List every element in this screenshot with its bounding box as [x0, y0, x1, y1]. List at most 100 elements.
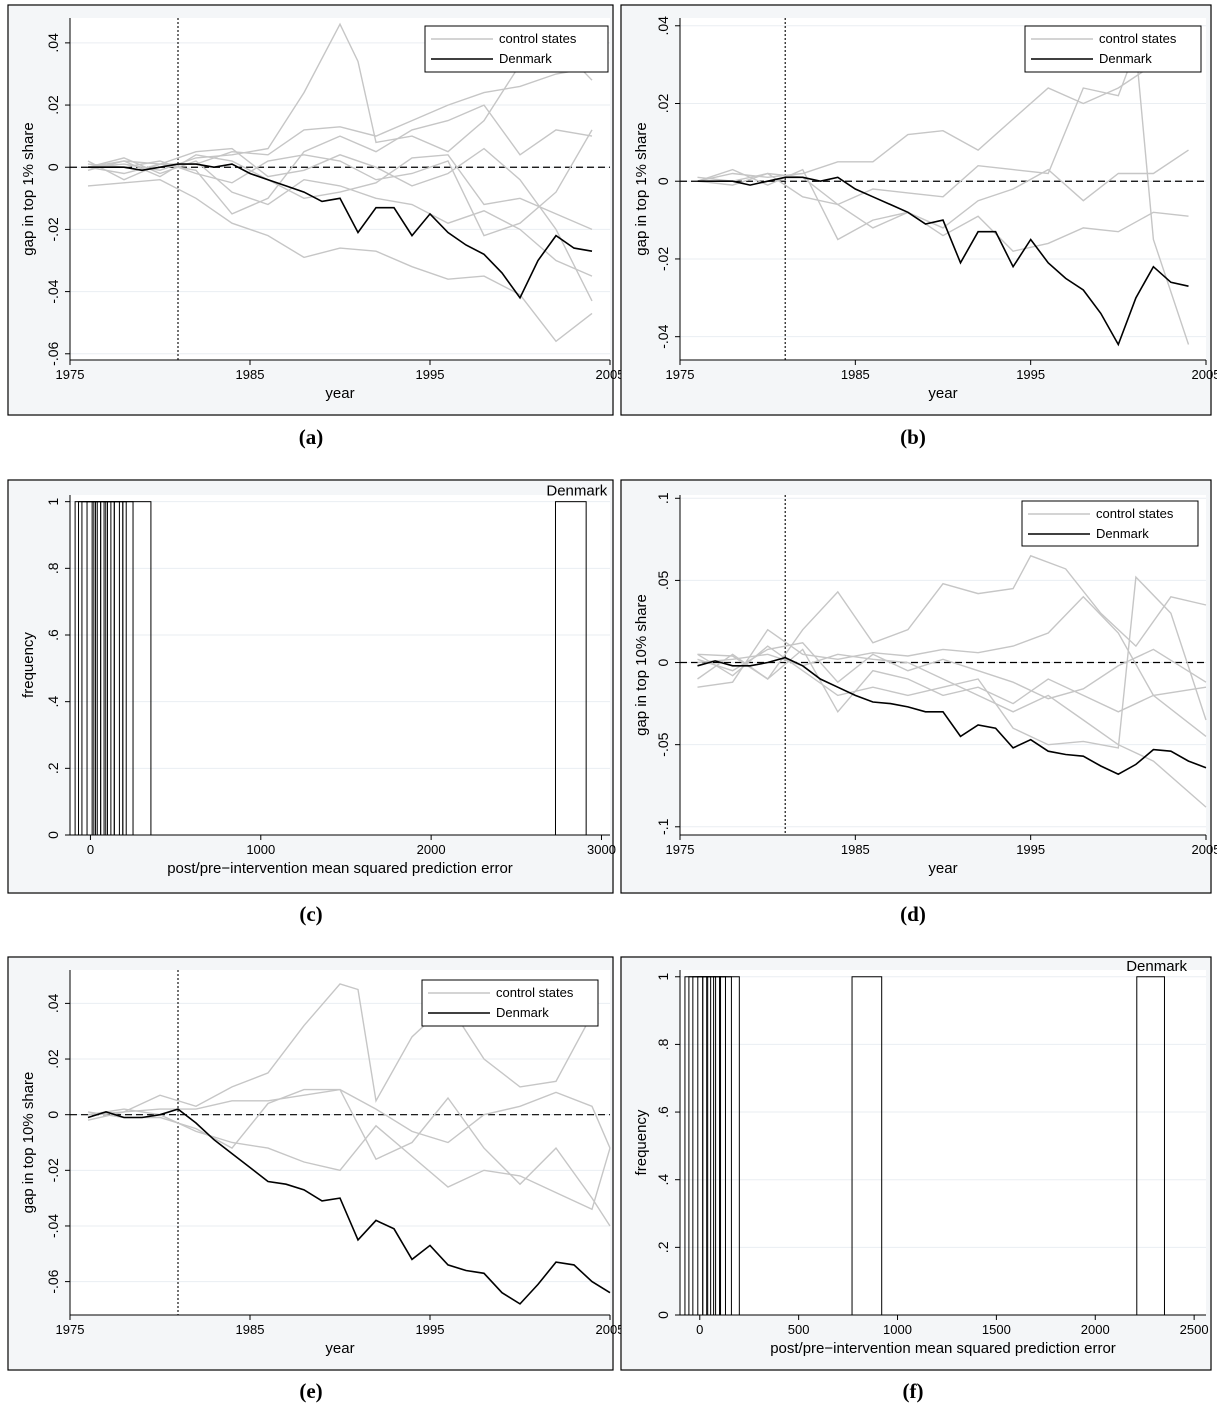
caption-b: (b)	[900, 425, 926, 449]
panel-a-ytick-label-0: -.06	[45, 342, 61, 366]
panel-f-annotation: Denmark	[1126, 958, 1187, 975]
panel-e-xtick-label-3: 2005	[596, 1322, 625, 1337]
panel-b-xtick-label-0: 1975	[666, 367, 695, 382]
panel-a-xtick-label-3: 2005	[596, 367, 625, 382]
panel-b-control-series-2	[697, 149, 1189, 241]
panel-d-control-series-1	[697, 595, 1207, 737]
panel-f-ytick-label-3: .6	[655, 1106, 671, 1118]
panel-d-y-axis-title: gap in top 10% share	[633, 594, 650, 736]
panel-e-plot-area	[70, 970, 610, 1315]
panel-c-xtick-label-2: 2000	[417, 842, 446, 857]
panel-e-ytick-label-2: -.02	[45, 1158, 61, 1182]
panel-a-legend-label-treated: Denmark	[499, 51, 552, 66]
panel-f-xtick-label-3: 1500	[982, 1322, 1011, 1337]
panel-d-plot-area	[680, 495, 1206, 835]
panel-e: -.06 -.04 -.02 0 .02 .04 1975 1985 1995 2005 year g…	[7, 956, 625, 1371]
panel-e-ytick-label-4: .02	[45, 1049, 61, 1069]
panel-b-ytick-label-3: .02	[655, 94, 671, 114]
panel-c-ytick-label-5: 1	[45, 498, 61, 506]
panel-a-xtick-label-0: 1975	[56, 367, 85, 382]
panel-e-ytick-label-3: 0	[45, 1111, 61, 1119]
panel-e-xtick-label-2: 1995	[416, 1322, 445, 1337]
panel-a-ytick-label-3: 0	[45, 163, 61, 171]
panel-d-xtick-label-3: 2005	[1192, 842, 1217, 857]
panel-c-ytick-label-2: .4	[45, 696, 61, 708]
panel-a-control-series-6	[87, 147, 593, 302]
panel-f-xtick-label-5: 2500	[1180, 1322, 1209, 1337]
panel-c-ytick-label-4: .8	[45, 562, 61, 574]
panel-f-xtick-label-2: 1000	[883, 1322, 912, 1337]
panel-c-ytick-label-1: .2	[45, 762, 61, 774]
panel-a-control-series-1	[87, 67, 593, 168]
caption-f: (f)	[903, 1379, 924, 1403]
panel-a-xtick-label-1: 1985	[236, 367, 265, 382]
panel-f-ytick-label-1: .2	[655, 1241, 671, 1253]
panel-d-x-axis-title: year	[928, 860, 957, 877]
panel-c-xtick-label-3: 3000	[587, 842, 616, 857]
panel-a-ytick-label-4: .02	[45, 95, 61, 115]
panel-f-bar-9	[1136, 976, 1165, 1316]
panel-f-x-axis-title: post/pre−intervention mean squared predi…	[770, 1340, 1116, 1357]
panel-b-legend-label-treated: Denmark	[1099, 51, 1152, 66]
panel-e-control-series-3	[87, 1108, 611, 1211]
panel-b-x-axis-title: year	[928, 385, 957, 402]
panel-d-ytick-label-0: -.1	[655, 818, 671, 835]
panel-f: 0 .2 .4 .6 .8 1 0 500 1000 1500 2000 2500 post/pre−i…	[620, 956, 1212, 1371]
panel-d-xtick-label-0: 1975	[666, 842, 695, 857]
panel-f-ytick-label-2: .4	[655, 1174, 671, 1186]
panel-d-control-series-3	[697, 648, 1207, 714]
panel-b-plot-area	[680, 18, 1206, 360]
panel-d-xtick-label-1: 1985	[841, 842, 870, 857]
panel-c-xtick-label-0: 0	[87, 842, 94, 857]
caption-e: (e)	[299, 1379, 322, 1403]
panel-f-ytick-label-0: 0	[655, 1311, 671, 1319]
panel-e-ytick-label-1: -.04	[45, 1214, 61, 1238]
panel-e-x-axis-title: year	[325, 1340, 354, 1357]
panel-a-ytick-label-2: -.02	[45, 217, 61, 241]
panel-a-control-series-5	[87, 178, 593, 343]
panel-b-xtick-label-3: 2005	[1192, 367, 1217, 382]
panel-f-xtick-label-4: 2000	[1081, 1322, 1110, 1337]
panel-e-control-series-0	[87, 983, 593, 1121]
panel-f-y-axis-title: frequency	[633, 1109, 650, 1175]
panel-c-bar-10	[122, 501, 152, 836]
panel-e-ytick-label-0: -.06	[45, 1269, 61, 1293]
panel-b-y-axis-title: gap in top 1% share	[633, 122, 650, 255]
panel-f-plot-area	[680, 970, 1206, 1315]
panel-e-legend-label-treated: Denmark	[496, 1005, 549, 1020]
panel-a-ytick-label-1: -.04	[45, 279, 61, 303]
panel-b-xtick-label-1: 1985	[841, 367, 870, 382]
panel-e-ytick-label-5: .04	[45, 993, 61, 1013]
panel-e-legend	[421, 979, 599, 1027]
panel-b-legend	[1024, 25, 1202, 73]
panel-e-xtick-label-0: 1975	[56, 1322, 85, 1337]
panel-f-bar-7	[719, 976, 740, 1316]
panel-d-control-series-4	[697, 653, 1207, 808]
panel-e-treated-series	[87, 1108, 611, 1305]
panel-c-bar-11	[554, 501, 587, 836]
panel-a-x-axis-title: year	[325, 385, 354, 402]
panel-c-ytick-label-3: .6	[45, 629, 61, 641]
panel-d-control-series-0	[697, 554, 1207, 680]
panel-a-ytick-label-5: .04	[45, 33, 61, 53]
panel-b-legend-label-control: control states	[1099, 31, 1177, 46]
panel-d-ytick-label-4: .1	[655, 492, 671, 504]
panel-a-plot-area	[70, 18, 610, 360]
panel-d-xtick-label-2: 1995	[1016, 842, 1045, 857]
caption-d: (d)	[900, 902, 926, 926]
panel-f-ytick-label-5: 1	[655, 973, 671, 981]
caption-a: (a)	[299, 425, 324, 449]
panel-c-xtick-label-1: 1000	[246, 842, 275, 857]
panel-d: -.1 -.05 0 .05 .1 1975 1985 1995 2005 year gap in …	[620, 479, 1217, 894]
panel-d-ytick-label-2: 0	[655, 658, 671, 666]
panel-b-xtick-label-2: 1995	[1016, 367, 1045, 382]
panel-f-xtick-label-1: 500	[788, 1322, 810, 1337]
panel-a-treated-series	[88, 163, 593, 300]
panel-d-treated-series	[697, 656, 1207, 776]
panel-d-legend	[1021, 500, 1199, 547]
panel-a-y-axis-title: gap in top 1% share	[20, 122, 37, 255]
panel-e-xtick-label-1: 1985	[236, 1322, 265, 1337]
panel-c-ytick-label-0: 0	[45, 831, 61, 839]
panel-b-ytick-label-0: -.04	[655, 324, 671, 348]
panel-d-ytick-label-3: .05	[655, 570, 671, 590]
